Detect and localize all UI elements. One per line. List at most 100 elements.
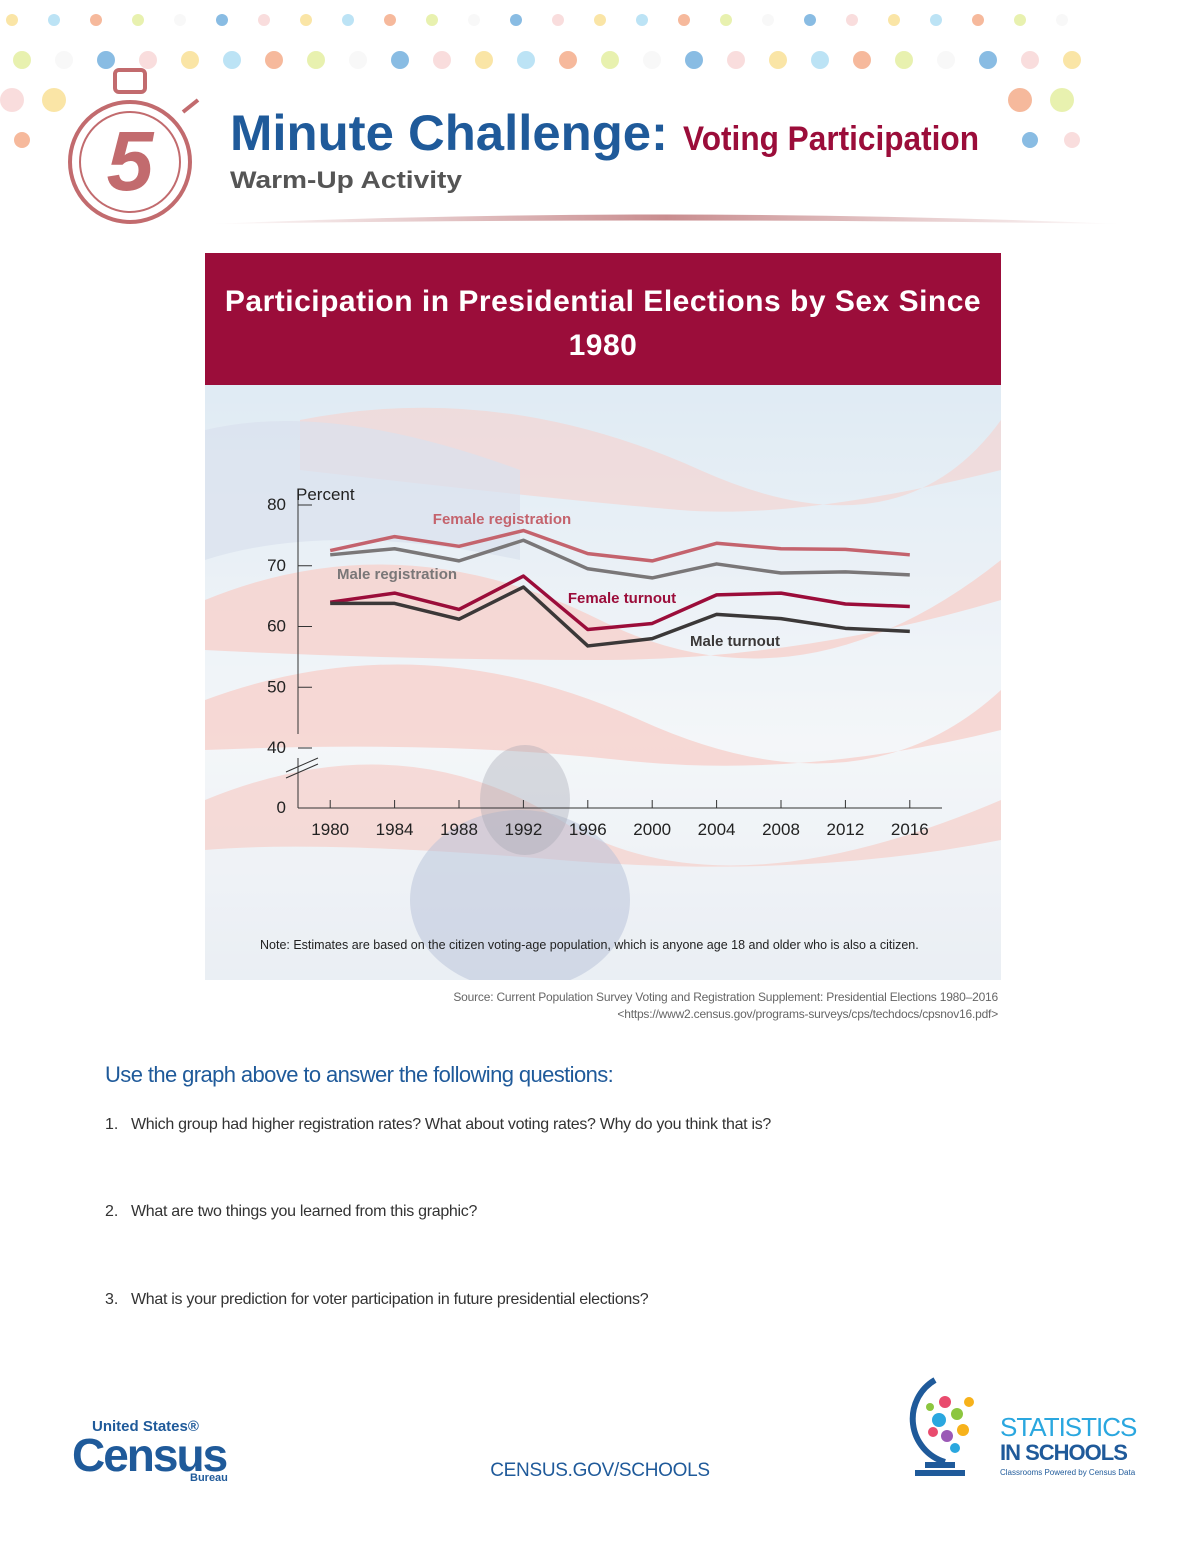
source-url: <https://www2.census.gov/programs-survey… xyxy=(617,1007,998,1021)
challenge-number: 5 xyxy=(107,114,155,208)
header-subtitle: Warm-Up Activity xyxy=(230,167,463,194)
decor-dot xyxy=(181,51,199,69)
line-chart: Percent 0 40 50 60 70 80 1980 1984 1988 1992 1996 20… xyxy=(267,485,942,839)
decor-dot xyxy=(937,51,955,69)
x-tick-label: 1996 xyxy=(569,820,607,839)
decor-dot xyxy=(895,51,913,69)
series-line xyxy=(330,585,910,648)
decor-dot xyxy=(685,51,703,69)
chart-title-band xyxy=(205,253,1001,385)
decor-dot xyxy=(300,14,312,26)
sis-line1: STATISTICS xyxy=(1000,1412,1137,1442)
header-topic: Voting Participation xyxy=(683,120,979,158)
decor-dot xyxy=(342,14,354,26)
questions-heading: Use the graph above to answer the follow… xyxy=(105,1062,614,1087)
decor-dot xyxy=(258,14,270,26)
decor-dot xyxy=(979,51,997,69)
x-tick-label: 1980 xyxy=(311,820,349,839)
chart-note: Note: Estimates are based on the citizen… xyxy=(260,938,919,952)
decor-dot xyxy=(265,51,283,69)
question-number: 2. xyxy=(105,1203,119,1220)
decor-dot xyxy=(14,132,30,148)
sis-line2: IN SCHOOLS xyxy=(1000,1440,1128,1465)
series-line xyxy=(329,528,910,563)
series-label: Female registration xyxy=(433,511,571,528)
decor-dot xyxy=(1056,14,1068,26)
x-tick-label: 2016 xyxy=(891,820,929,839)
census-logo-bottom: Bureau xyxy=(190,1472,228,1484)
decor-dot xyxy=(930,14,942,26)
decor-dot xyxy=(223,51,241,69)
decor-dot xyxy=(468,14,480,26)
decor-dot xyxy=(643,51,661,69)
decor-dot xyxy=(846,14,858,26)
globe-logo xyxy=(909,1377,974,1476)
decor-dot xyxy=(349,51,367,69)
decor-dot xyxy=(307,51,325,69)
series-label: Male turnout xyxy=(690,633,780,650)
decor-dot xyxy=(1064,132,1080,148)
header-title: Minute Challenge: xyxy=(230,105,668,161)
series-line xyxy=(330,538,910,580)
axis-break xyxy=(285,757,319,773)
decor-dot xyxy=(1014,14,1026,26)
decor-dot xyxy=(426,14,438,26)
decor-dot xyxy=(720,14,732,26)
flag-photo xyxy=(205,385,1001,980)
decor-dot xyxy=(636,14,648,26)
decor-dot xyxy=(13,51,31,69)
decor-dot xyxy=(0,88,24,112)
sis-tagline: Classrooms Powered by Census Data xyxy=(1000,1468,1136,1477)
decor-dot xyxy=(769,51,787,69)
decor-dot xyxy=(90,14,102,26)
decor-dot xyxy=(678,14,690,26)
decor-dot xyxy=(97,51,115,69)
y-tick-label: 60 xyxy=(267,617,286,636)
decor-dot xyxy=(510,14,522,26)
chart-title: Participation in Presidential Elections … xyxy=(224,285,982,362)
question-text: What is your prediction for voter partic… xyxy=(131,1291,649,1308)
question-text: Which group had higher registration rate… xyxy=(131,1116,772,1133)
decor-dot xyxy=(762,14,774,26)
decor-dot xyxy=(559,51,577,69)
decor-dot xyxy=(517,51,535,69)
decor-dot xyxy=(174,14,186,26)
website-link[interactable]: CENSUS.GOV/SCHOOLS xyxy=(490,1460,710,1481)
question-text: What are two things you learned from thi… xyxy=(131,1203,478,1220)
series-label: Female turnout xyxy=(568,590,676,607)
y-tick-label: 80 xyxy=(267,495,286,514)
decor-dot xyxy=(1008,88,1032,112)
decor-dot xyxy=(42,88,66,112)
y-axis-label: Percent xyxy=(296,485,355,504)
series-label: Male registration xyxy=(337,566,457,583)
y-tick-label: 40 xyxy=(267,738,286,757)
decor-dot xyxy=(132,14,144,26)
decor-dot xyxy=(1063,51,1081,69)
decor-dot xyxy=(216,14,228,26)
decor-dot xyxy=(1050,88,1074,112)
x-tick-label: 1984 xyxy=(376,820,414,839)
x-tick-label: 2004 xyxy=(698,820,736,839)
census-logo-main: Census xyxy=(72,1429,228,1481)
decor-dot xyxy=(972,14,984,26)
x-tick-label: 2008 xyxy=(762,820,800,839)
x-tick-label: 1988 xyxy=(440,820,478,839)
decor-dot xyxy=(853,51,871,69)
decor-dot xyxy=(727,51,745,69)
source-line: Source: Current Population Survey Voting… xyxy=(453,990,998,1004)
decor-dot xyxy=(1022,132,1038,148)
decor-dot xyxy=(139,51,157,69)
question-number: 1. xyxy=(105,1116,119,1133)
decor-dot xyxy=(804,14,816,26)
decor-dot xyxy=(888,14,900,26)
decor-dot xyxy=(1021,51,1039,69)
x-tick-label: 1992 xyxy=(504,820,542,839)
header-rule xyxy=(210,214,1122,224)
y-tick-label: 0 xyxy=(277,798,286,817)
y-tick-label: 50 xyxy=(267,677,286,696)
decor-dot xyxy=(384,14,396,26)
decor-dot xyxy=(811,51,829,69)
x-tick-label: 2000 xyxy=(633,820,671,839)
decor-dot xyxy=(391,51,409,69)
